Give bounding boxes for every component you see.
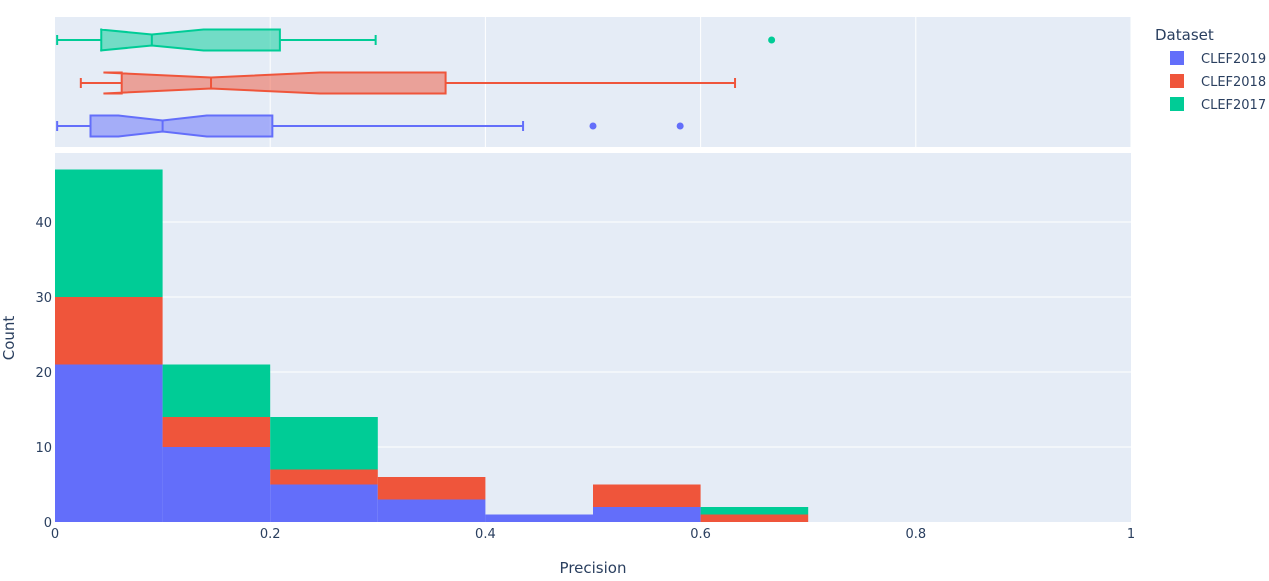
legend-swatch-clef2017 [1170, 97, 1184, 111]
histogram-bar-clef2018 [700, 514, 809, 522]
legend-label: CLEF2017 [1201, 98, 1266, 113]
box-outlier [676, 122, 684, 130]
histogram-bar-clef2019 [270, 484, 378, 522]
histogram-bar-clef2019 [162, 447, 271, 522]
box-clef2017 [100, 28, 281, 52]
y-tick-label: 30 [35, 291, 52, 306]
histogram-bar-clef2019 [377, 499, 486, 522]
x-tick-label: 1 [1127, 527, 1135, 542]
x-tick-label: 0.2 [260, 527, 281, 542]
x-axis-title: Precision [560, 559, 627, 577]
histogram-bar-clef2018 [162, 417, 271, 447]
box-clef2018 [103, 71, 447, 95]
y-axis-title: Count [0, 316, 18, 361]
box-clef2019 [89, 114, 274, 138]
histogram-bar-clef2017 [162, 364, 271, 417]
histogram-bar-clef2019 [593, 507, 701, 522]
box-outlier [768, 36, 776, 44]
y-tick-label: 40 [35, 216, 52, 231]
y-tick-label: 0 [44, 516, 52, 531]
histogram-bar-clef2017 [270, 417, 378, 470]
legend-swatch-clef2018 [1170, 74, 1184, 88]
histogram-bar-clef2017 [700, 507, 809, 515]
y-tick-label: 20 [35, 366, 52, 381]
histogram-bar-clef2018 [55, 297, 163, 365]
legend-title: Dataset [1155, 26, 1214, 44]
legend-swatch-clef2019 [1170, 51, 1184, 65]
x-tick-label: 0.8 [905, 527, 926, 542]
histogram-bar-clef2018 [593, 484, 701, 507]
legend-label: CLEF2019 [1201, 52, 1266, 67]
x-tick-label: 0.6 [690, 527, 711, 542]
histogram-bar-clef2017 [55, 169, 163, 297]
legend-label: CLEF2018 [1201, 75, 1266, 90]
x-tick-label: 0.4 [475, 527, 496, 542]
box-outlier [589, 122, 597, 130]
histogram-bar-clef2018 [377, 477, 486, 500]
histogram-bar-clef2019 [485, 514, 593, 522]
histogram-bar-clef2019 [55, 364, 163, 522]
x-tick-label: 0 [51, 527, 59, 542]
histogram-bar-clef2018 [270, 469, 378, 485]
y-tick-label: 10 [35, 441, 52, 456]
